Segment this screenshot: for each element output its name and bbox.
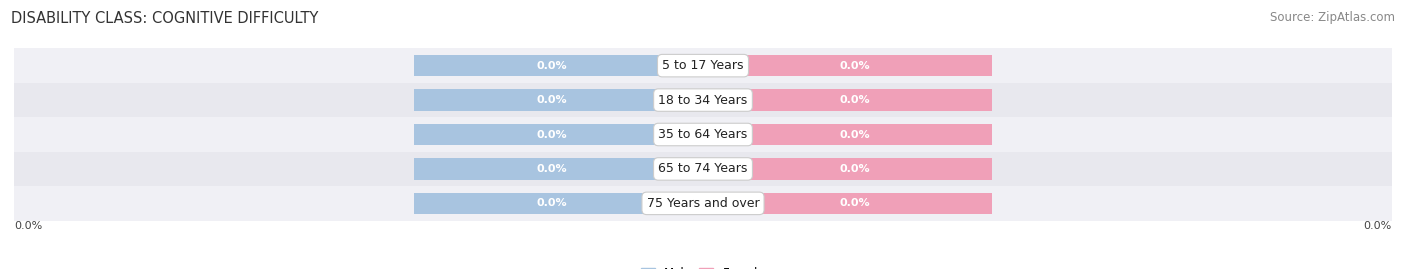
Bar xyxy=(413,55,703,76)
Bar xyxy=(14,152,1392,186)
Text: DISABILITY CLASS: COGNITIVE DIFFICULTY: DISABILITY CLASS: COGNITIVE DIFFICULTY xyxy=(11,11,319,26)
Text: 0.0%: 0.0% xyxy=(1364,221,1392,231)
Text: 5 to 17 Years: 5 to 17 Years xyxy=(662,59,744,72)
Legend: Male, Female: Male, Female xyxy=(641,267,765,269)
Bar xyxy=(413,124,703,145)
Text: 35 to 64 Years: 35 to 64 Years xyxy=(658,128,748,141)
Text: 75 Years and over: 75 Years and over xyxy=(647,197,759,210)
Bar xyxy=(14,83,1392,117)
Bar xyxy=(703,158,993,180)
Text: 0.0%: 0.0% xyxy=(839,61,870,71)
Text: 0.0%: 0.0% xyxy=(536,164,567,174)
Text: 0.0%: 0.0% xyxy=(536,61,567,71)
Text: 0.0%: 0.0% xyxy=(839,95,870,105)
Bar xyxy=(413,158,703,180)
Text: Source: ZipAtlas.com: Source: ZipAtlas.com xyxy=(1270,11,1395,24)
Bar xyxy=(14,117,1392,152)
Text: 0.0%: 0.0% xyxy=(14,221,42,231)
Text: 0.0%: 0.0% xyxy=(536,198,567,208)
Text: 0.0%: 0.0% xyxy=(536,129,567,140)
Bar xyxy=(703,124,993,145)
Text: 0.0%: 0.0% xyxy=(839,164,870,174)
Bar xyxy=(703,89,993,111)
Bar xyxy=(413,89,703,111)
Bar xyxy=(14,48,1392,83)
Text: 0.0%: 0.0% xyxy=(839,198,870,208)
Bar xyxy=(703,193,993,214)
Bar xyxy=(14,186,1392,221)
Bar xyxy=(413,193,703,214)
Text: 0.0%: 0.0% xyxy=(536,95,567,105)
Text: 65 to 74 Years: 65 to 74 Years xyxy=(658,162,748,175)
Bar xyxy=(703,55,993,76)
Text: 18 to 34 Years: 18 to 34 Years xyxy=(658,94,748,107)
Text: 0.0%: 0.0% xyxy=(839,129,870,140)
